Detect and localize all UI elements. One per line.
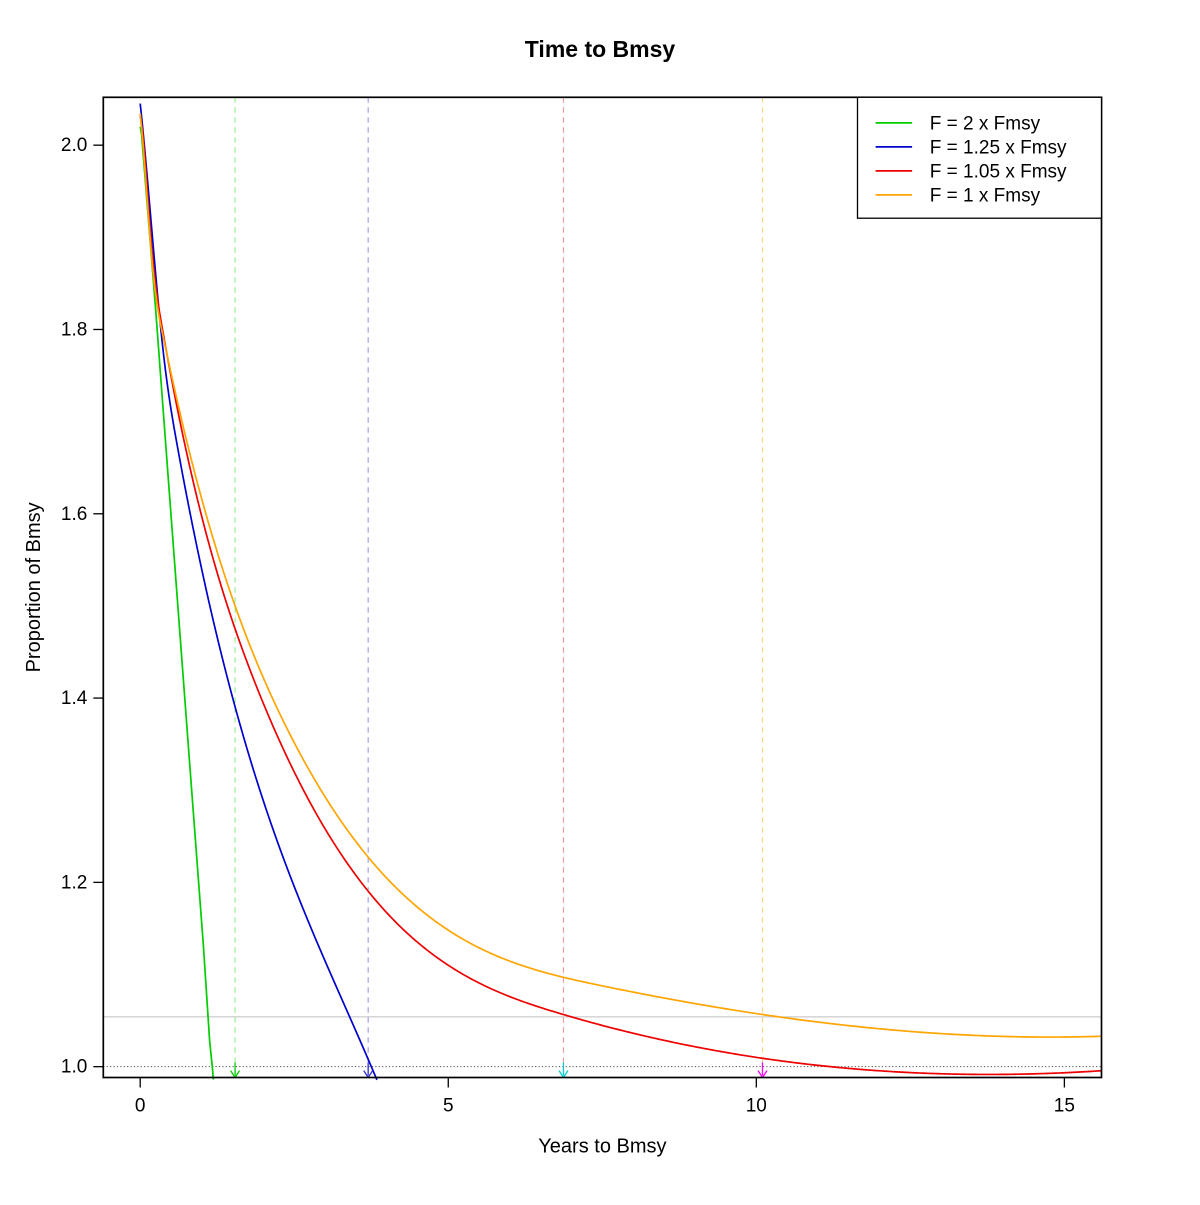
svg-text:1.8: 1.8 — [61, 319, 87, 340]
svg-text:1.6: 1.6 — [61, 504, 87, 525]
svg-text:Years to Bmsy: Years to Bmsy — [538, 1136, 666, 1158]
svg-text:F = 1.05 x Fmsy: F = 1.05 x Fmsy — [930, 161, 1067, 182]
svg-text:5: 5 — [443, 1096, 454, 1117]
svg-text:0: 0 — [135, 1096, 146, 1117]
svg-text:F = 1.25 x Fmsy: F = 1.25 x Fmsy — [930, 137, 1067, 158]
svg-text:Proportion of Bmsy: Proportion of Bmsy — [23, 502, 45, 672]
svg-text:2.0: 2.0 — [61, 135, 87, 156]
svg-text:Time to Bmsy: Time to Bmsy — [525, 36, 676, 62]
svg-text:15: 15 — [1054, 1096, 1075, 1117]
svg-text:1.0: 1.0 — [61, 1057, 87, 1078]
svg-text:10: 10 — [746, 1096, 767, 1117]
svg-text:1.2: 1.2 — [61, 872, 87, 893]
svg-text:F = 2 x Fmsy: F = 2 x Fmsy — [930, 113, 1041, 134]
svg-text:F = 1 x Fmsy: F = 1 x Fmsy — [930, 185, 1041, 206]
svg-text:1.4: 1.4 — [61, 688, 88, 709]
